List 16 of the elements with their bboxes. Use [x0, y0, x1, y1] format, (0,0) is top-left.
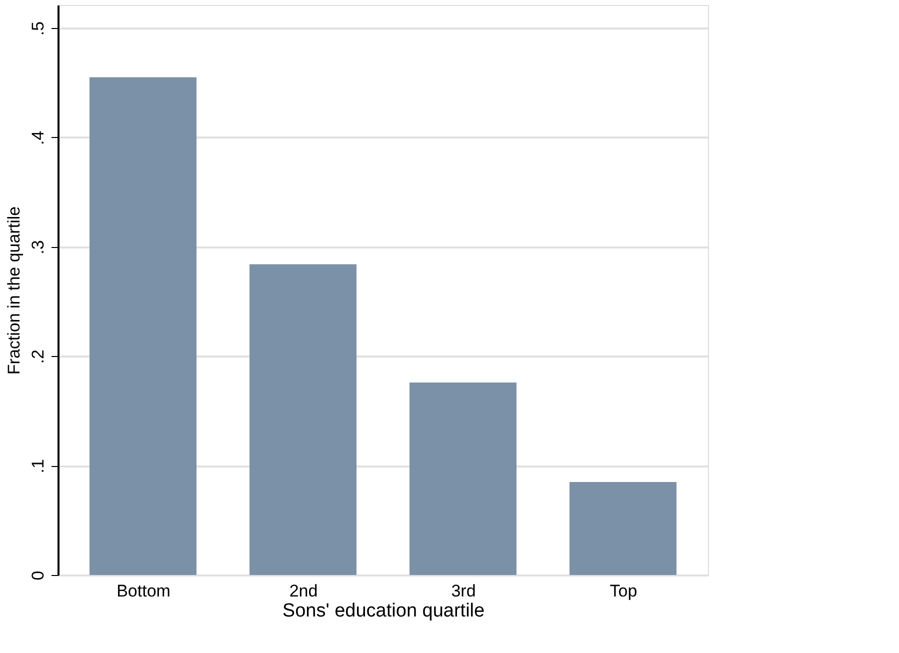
x-tick-label: 2nd [289, 582, 318, 600]
x-tick-label: Bottom [116, 582, 170, 600]
bar [410, 382, 516, 575]
y-tick-label: .4 [28, 130, 48, 145]
y-axis-title: Fraction in the quartile [4, 206, 24, 375]
bar [570, 482, 676, 575]
y-tick-label: .2 [28, 350, 48, 364]
y-tick-label: .1 [28, 459, 48, 474]
x-axis-title: Sons' education quartile [282, 600, 485, 622]
y-tick-label: .3 [28, 240, 48, 254]
bar [90, 77, 196, 575]
x-tick-label: 3rd [451, 582, 476, 600]
bar [250, 264, 356, 575]
y-tick-label: .5 [28, 21, 48, 36]
y-tick-label: 0 [28, 570, 48, 580]
x-tick-label: Top [610, 582, 638, 600]
